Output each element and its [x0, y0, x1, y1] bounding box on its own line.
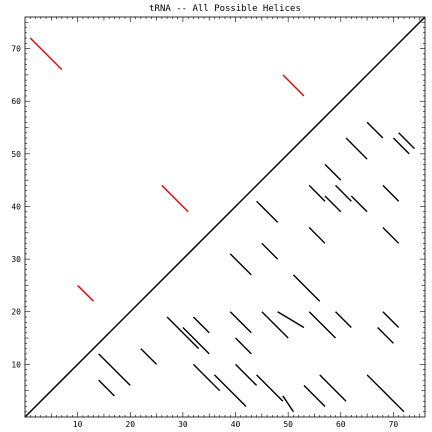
lower-helix-segment: [235, 363, 258, 386]
lower-helix-segment: [335, 184, 352, 202]
lower-helix-segment: [182, 327, 210, 355]
lower-helix-segment: [345, 137, 368, 160]
upper-helix-segment: [161, 184, 189, 213]
x-tick-label: 10: [73, 420, 83, 429]
y-tick-label: 10: [11, 360, 21, 369]
y-tick-label: 30: [11, 255, 21, 264]
lower-helix-segment: [229, 253, 252, 276]
chart-title: tRNA -- All Possible Helices: [149, 4, 301, 14]
lower-helix-segment: [366, 374, 405, 413]
lower-helix-segment: [282, 395, 295, 413]
lower-helix-segment: [261, 311, 289, 339]
upper-helix-segment: [77, 284, 94, 302]
lower-helix-segment: [98, 353, 131, 386]
lower-helix-segment: [229, 311, 252, 334]
y-tick-label: 20: [11, 308, 21, 317]
upper-helix-segment: [282, 74, 305, 97]
x-tick-label: 50: [283, 420, 293, 429]
lower-helix-segment: [292, 274, 321, 302]
lower-helix-segment: [350, 195, 368, 213]
lower-helix-segment: [235, 337, 252, 355]
lower-helix-segment: [303, 384, 326, 407]
lower-helix-segment: [335, 311, 352, 329]
upper-helix-segment: [29, 37, 63, 71]
lower-helix-segment: [308, 184, 326, 202]
lower-helix-segment: [382, 311, 400, 329]
lower-helix-segment: [308, 227, 326, 244]
x-tick-label: 30: [178, 420, 188, 429]
lower-helix-segment: [277, 311, 305, 329]
x-tick-label: 20: [125, 420, 135, 429]
lower-helix-segment: [366, 121, 384, 139]
lower-helix-segment: [213, 374, 247, 407]
lower-helix-segment: [256, 374, 284, 402]
lower-helix-segment: [382, 227, 400, 244]
lower-helix-segment: [319, 374, 347, 402]
helix-segments: [29, 37, 415, 413]
lower-helix-segment: [98, 379, 115, 397]
x-tick-label: 60: [336, 420, 346, 429]
axis-tick-labels: 10 20 30 40 50 60 70 10 20 30 40 50 60 70: [11, 45, 398, 429]
lower-helix-segment: [324, 163, 342, 181]
lower-helix-segment: [192, 363, 221, 392]
lower-helix-segment: [261, 242, 279, 260]
diagonal-line: [24, 16, 426, 418]
y-tick-label: 70: [11, 45, 21, 54]
y-tick-label: 40: [11, 202, 21, 211]
lower-helix-segment: [382, 184, 400, 202]
lower-helix-segment: [392, 137, 410, 155]
y-tick-label: 50: [11, 150, 21, 159]
lower-helix-segment: [308, 311, 337, 339]
y-tick-label: 60: [11, 97, 21, 106]
x-tick-label: 40: [231, 420, 241, 429]
lower-helix-segment: [398, 132, 415, 150]
lower-helix-segment: [192, 316, 210, 334]
lower-helix-segment: [324, 195, 342, 213]
lower-helix-segment: [166, 316, 200, 350]
lower-helix-segment: [377, 327, 394, 344]
axis-ticks: [25, 17, 425, 417]
x-tick-label: 70: [389, 420, 399, 429]
lower-helix-segment: [140, 348, 158, 365]
lower-helix-segment: [256, 200, 279, 223]
